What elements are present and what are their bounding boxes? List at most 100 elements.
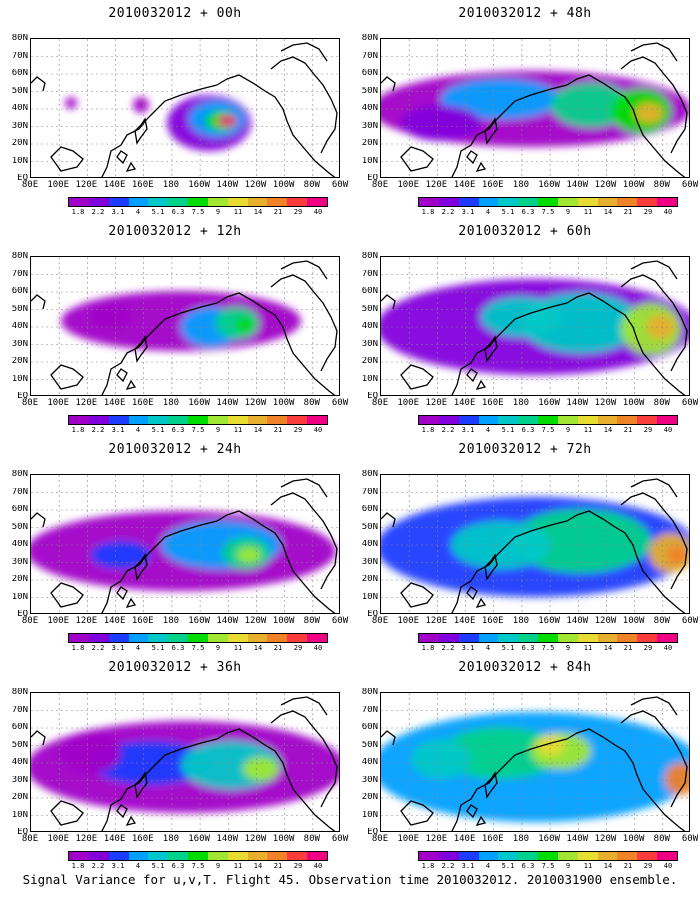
colorbar-label: 4 bbox=[485, 862, 491, 870]
coastline bbox=[280, 478, 328, 498]
coastline bbox=[620, 492, 688, 590]
lon-label: 160W bbox=[538, 398, 560, 408]
lat-label: 80N bbox=[11, 252, 28, 261]
colorbar-label: 14 bbox=[603, 862, 613, 870]
colorbar-swatch bbox=[498, 198, 519, 206]
lon-label: 80W bbox=[653, 398, 670, 408]
map-panel: 2010032012 + 12h 80N 70N 60N 50N 40N 30N 20N 10N… bbox=[10, 218, 348, 434]
colorbar-label: 29 bbox=[643, 862, 653, 870]
colorbar-label: 21 bbox=[623, 644, 633, 652]
lat-label: 30N bbox=[361, 557, 378, 567]
colorbar-swatch bbox=[637, 416, 658, 424]
colorbar-label: 21 bbox=[623, 862, 633, 870]
coastline bbox=[630, 42, 678, 62]
colorbar-swatch bbox=[108, 634, 129, 642]
map-panel: 2010032012 + 72h 80N 70N 60N 50N 40N 30N 20N 10N… bbox=[360, 436, 698, 652]
lat-label: 30N bbox=[11, 339, 28, 349]
colorbar-label: 5.1 bbox=[151, 644, 165, 652]
colorbar-label: 40 bbox=[663, 644, 673, 652]
colorbar-swatch bbox=[438, 852, 459, 860]
colorbar-label: 14 bbox=[253, 426, 263, 434]
lon-label: 80E bbox=[371, 398, 389, 408]
coastline bbox=[31, 512, 46, 528]
colorbar-swatch bbox=[617, 634, 638, 642]
lon-label: 60W bbox=[681, 834, 699, 844]
lon-label: 120E bbox=[425, 616, 448, 626]
lat-label: EQ bbox=[17, 610, 28, 619]
colorbar-swatch bbox=[247, 852, 268, 860]
colorbar-swatch bbox=[518, 852, 539, 860]
colorbar bbox=[68, 633, 328, 643]
colorbar-swatch bbox=[287, 634, 308, 642]
coastline bbox=[134, 553, 148, 581]
lon-label: 80E bbox=[371, 180, 389, 190]
variance-region bbox=[411, 739, 471, 779]
variance-region bbox=[217, 115, 237, 127]
colorbar-swatch bbox=[188, 852, 208, 860]
colorbar-swatch bbox=[88, 634, 109, 642]
lon-label: 120W bbox=[244, 180, 267, 190]
colorbar-swatch bbox=[267, 852, 288, 860]
lat-label: 40N bbox=[11, 540, 28, 549]
coastline bbox=[630, 260, 678, 280]
lon-label: 60W bbox=[331, 180, 349, 190]
colorbar-label: 29 bbox=[293, 208, 303, 216]
lat-label: 10N bbox=[361, 592, 378, 602]
colorbar-label: 1.8 bbox=[421, 426, 435, 434]
colorbar-swatch bbox=[188, 198, 208, 206]
colorbar-swatch bbox=[227, 634, 248, 642]
coastline bbox=[475, 815, 487, 826]
colorbar-swatch bbox=[557, 634, 578, 642]
lat-label: 40N bbox=[361, 322, 378, 331]
colorbar-swatch bbox=[577, 852, 598, 860]
colorbar-swatch bbox=[478, 198, 499, 206]
colorbar-swatch bbox=[307, 198, 327, 206]
colorbar-swatch bbox=[307, 416, 327, 424]
map-panel: 2010032012 + 60h 80N 70N 60N 50N 40N 30N 20N 10N… bbox=[360, 218, 698, 434]
colorbar-label: 6.3 bbox=[171, 644, 185, 652]
coastline bbox=[50, 146, 84, 172]
coastline bbox=[50, 582, 84, 608]
variance-region bbox=[401, 105, 481, 141]
lat-label: 50N bbox=[11, 522, 28, 532]
colorbar-swatch bbox=[657, 852, 677, 860]
colorbar-label: 3.1 bbox=[461, 208, 475, 216]
colorbar-swatch bbox=[419, 634, 439, 642]
colorbar-swatch bbox=[69, 852, 89, 860]
colorbar-swatch bbox=[557, 852, 578, 860]
colorbar-label: 1.8 bbox=[71, 644, 85, 652]
colorbar-swatch bbox=[108, 852, 129, 860]
map-svg bbox=[381, 257, 689, 395]
colorbar bbox=[418, 633, 678, 643]
coastline bbox=[116, 586, 128, 601]
lon-label: 100W bbox=[272, 180, 295, 190]
colorbar-swatch bbox=[637, 198, 658, 206]
lat-label: 50N bbox=[361, 304, 378, 314]
colorbar-label: 9 bbox=[215, 426, 221, 434]
colorbar-label: 40 bbox=[663, 208, 673, 216]
colorbar-label: 7.5 bbox=[191, 644, 205, 652]
coastline bbox=[216, 74, 336, 177]
coastline bbox=[630, 478, 678, 498]
colorbar-label: 11 bbox=[233, 426, 243, 434]
lat-label: 40N bbox=[11, 322, 28, 331]
lon-label: 60W bbox=[331, 398, 349, 408]
lat-label: 60N bbox=[361, 287, 378, 296]
coastline bbox=[381, 76, 396, 92]
coastline bbox=[620, 710, 688, 808]
coastline bbox=[381, 294, 396, 310]
lon-label: 140W bbox=[216, 834, 239, 844]
coastline bbox=[381, 730, 396, 746]
colorbar-label: 9 bbox=[215, 208, 221, 216]
map-plot bbox=[30, 38, 340, 178]
lat-label: 60N bbox=[361, 69, 378, 78]
panel-title: 2010032012 + 12h bbox=[108, 224, 242, 239]
colorbar-label: 21 bbox=[273, 862, 283, 870]
lon-label: 120E bbox=[425, 398, 448, 408]
colorbar-label: 1.8 bbox=[421, 644, 435, 652]
colorbar-label: 7.5 bbox=[541, 208, 555, 216]
map-svg bbox=[31, 693, 339, 831]
colorbar-swatch bbox=[227, 852, 248, 860]
coastline bbox=[475, 161, 487, 172]
lon-label: 160W bbox=[188, 834, 210, 844]
